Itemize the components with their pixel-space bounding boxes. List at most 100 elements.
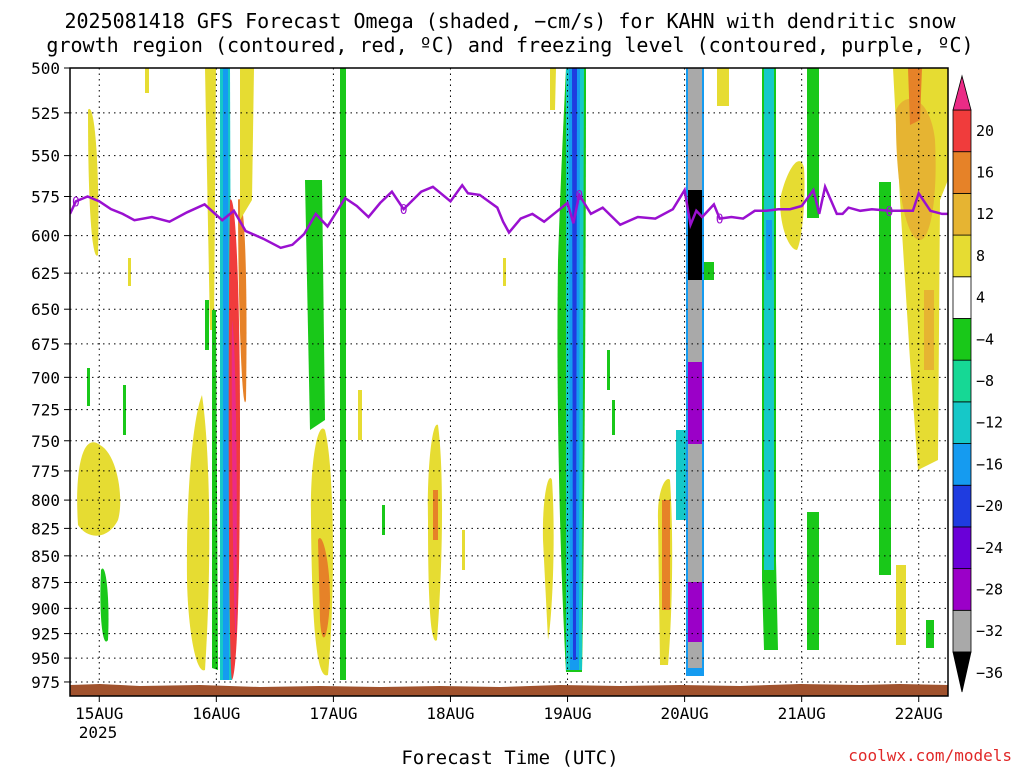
omega-blob: [688, 190, 702, 280]
colorbar-legend: 20 16 12 8 4 −4 −8 −12 −16 −20 −24 −28 −32 −36: [952, 74, 1003, 693]
omega-blob: [88, 108, 99, 256]
colorbar-label: −28: [976, 580, 1003, 598]
omega-blob: [77, 442, 121, 536]
omega-blob: [688, 362, 702, 444]
omega-blob: [238, 199, 247, 403]
x-tick-label: 17AUG: [309, 704, 357, 723]
colorbar-min-arrow: [952, 651, 972, 693]
omega-blob: [128, 258, 131, 286]
omega-blob: [240, 68, 254, 220]
omega-blob: [145, 68, 149, 93]
colorbar-swatch: [952, 568, 972, 611]
plot-frame: [69, 67, 949, 697]
y-tick-label: 825: [31, 519, 60, 538]
colorbar-swatch: [952, 234, 972, 278]
y-tick-label: 875: [31, 573, 60, 592]
omega-blob: [231, 320, 237, 640]
colorbar-label: −16: [976, 455, 1003, 473]
colorbar-swatch: [952, 151, 972, 194]
x-tick-label: 22AUG: [895, 704, 943, 723]
colorbar-swatch: [952, 526, 972, 570]
ground-surface: [70, 684, 948, 696]
credit-link[interactable]: coolwx.com/models: [848, 746, 1012, 765]
omega-blob: [550, 68, 556, 110]
y-tick-label: 950: [31, 649, 60, 668]
colorbar-swatch: [952, 609, 972, 653]
omega-blob: [433, 490, 438, 540]
y-tick-label: 750: [31, 432, 60, 451]
y-tick-label: 525: [31, 104, 60, 123]
x-axis: 15AUG 16AUG 17AUG 18AUG 19AUG 20AUG 21AUG 22AUG: [75, 696, 943, 723]
x-tick-label: 16AUG: [192, 704, 240, 723]
colorbar-max-arrow: [952, 74, 972, 111]
colorbar-label: 16: [976, 164, 994, 182]
y-tick-label: 575: [31, 187, 60, 206]
omega-blob: [318, 538, 330, 638]
omega-blob: [382, 505, 385, 535]
colorbar-swatch: [952, 318, 972, 361]
freezing-level-label: 0: [575, 189, 583, 204]
y-tick-label: 700: [31, 368, 60, 387]
y-tick-label: 675: [31, 335, 60, 354]
colorbar-swatch: [952, 401, 972, 444]
x-axis-title: Forecast Time (UTC): [401, 747, 618, 768]
colorbar-swatch: [952, 109, 972, 153]
omega-blob: [807, 68, 819, 218]
x-tick-label: 19AUG: [543, 704, 591, 723]
omega-blob: [896, 565, 906, 645]
colorbar-label: 12: [976, 205, 994, 223]
omega-blob: [704, 262, 714, 280]
omega-blob: [764, 68, 774, 570]
omega-blob: [223, 68, 229, 680]
colorbar-label: −20: [976, 497, 1003, 515]
omega-blob: [766, 220, 772, 280]
omega-blob: [717, 68, 729, 106]
colorbar-swatch: [952, 359, 972, 403]
omega-blob: [688, 582, 702, 642]
colorbar-label: −8: [976, 372, 994, 390]
freezing-level-contour: [70, 182, 948, 250]
omega-blob: [612, 400, 615, 435]
grid-lines: [70, 67, 948, 696]
omega-blob: [807, 512, 819, 650]
colorbar-swatch: [952, 192, 972, 236]
omega-blob: [780, 161, 805, 250]
colorbar-label: −24: [976, 539, 1003, 557]
omega-blob: [205, 300, 209, 350]
omega-blob: [879, 182, 891, 575]
omega-blob: [205, 68, 216, 330]
colorbar-swatch: [952, 443, 972, 486]
freezing-level-label: 0: [400, 203, 408, 218]
y-tick-label: 850: [31, 547, 60, 566]
freezing-level-label: 0: [716, 213, 724, 228]
omega-shading: [77, 68, 948, 681]
freezing-level-contour-labels: 0 0 0 0 0: [72, 189, 893, 228]
y-tick-label: 975: [31, 673, 60, 692]
colorbar-label: −36: [976, 664, 1003, 682]
y-tick-label: 550: [31, 147, 60, 166]
omega-blob: [607, 350, 610, 390]
x-tick-label: 18AUG: [426, 704, 474, 723]
freezing-level-label: 0: [886, 205, 894, 220]
colorbar-swatch: [952, 276, 972, 319]
x-axis-year-label: 2025: [79, 723, 118, 742]
colorbar-label: 4: [976, 289, 985, 307]
y-tick-label: 900: [31, 599, 60, 618]
colorbar-label: −32: [976, 622, 1003, 640]
x-tick-label: 20AUG: [661, 704, 709, 723]
chart-title-line2: growth region (contoured, red, ºC) and f…: [46, 33, 973, 57]
y-tick-label: 625: [31, 264, 60, 283]
omega-blob: [212, 310, 218, 670]
omega-blob: [908, 68, 922, 125]
omega-blob: [926, 620, 934, 648]
omega-blob: [542, 478, 554, 640]
y-tick-label: 650: [31, 300, 60, 319]
omega-blob: [123, 385, 126, 435]
freezing-level-label: 0: [72, 195, 80, 210]
omega-blob: [305, 180, 325, 430]
y-tick-label: 725: [31, 401, 60, 420]
y-tick-label: 925: [31, 625, 60, 644]
omega-blob: [340, 68, 346, 680]
colorbar-swatch: [952, 484, 972, 528]
x-tick-label: 15AUG: [75, 704, 123, 723]
